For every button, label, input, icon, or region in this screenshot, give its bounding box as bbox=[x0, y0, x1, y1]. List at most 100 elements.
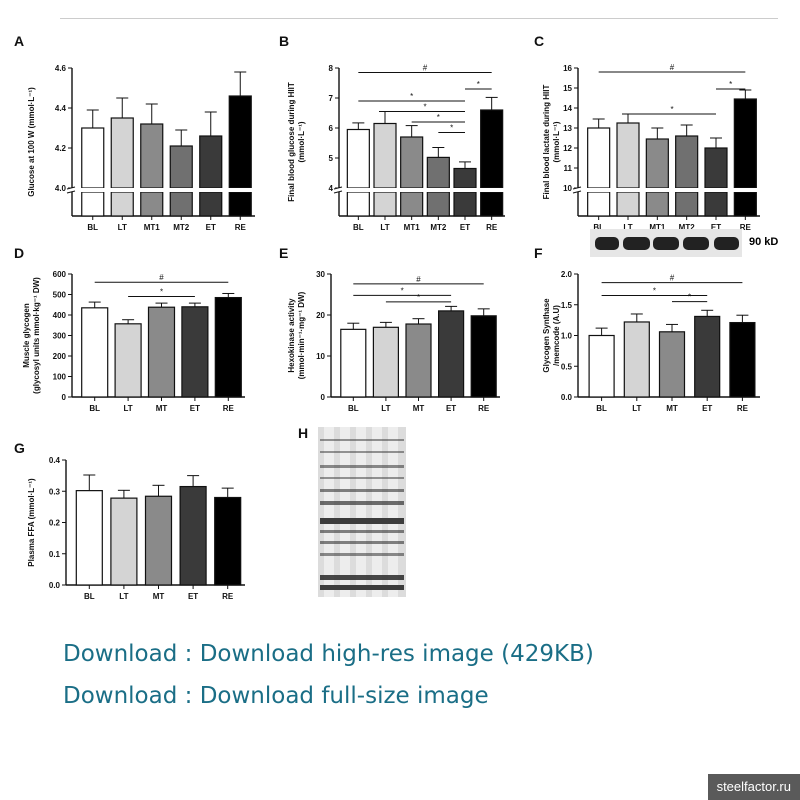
y-tick-label: 0.3 bbox=[49, 487, 61, 496]
bar-stub-re bbox=[480, 191, 504, 217]
x-tick-label: MT bbox=[156, 404, 168, 413]
bar-bl bbox=[346, 128, 370, 189]
y-tick-label: 20 bbox=[316, 311, 325, 320]
bar-mt1 bbox=[400, 136, 424, 189]
chart-panel-d: D 0 100 200 300 400 500 600 Muscle glycogen (glyc… bbox=[14, 245, 245, 413]
y-axis-title: Hexokinase activity bbox=[287, 298, 296, 373]
significance-mark: * bbox=[477, 80, 480, 89]
chart-panel-e: E 0 10 20 30 Hexokinase activity (mmol·min⁻¹·m… bbox=[279, 245, 500, 413]
bar-et bbox=[694, 315, 721, 398]
y-tick-label: 30 bbox=[316, 270, 325, 279]
bar-lt bbox=[110, 497, 138, 586]
x-tick-label: RE bbox=[223, 404, 235, 413]
y-tick-label: 8 bbox=[329, 64, 334, 73]
bar-stub-bl bbox=[81, 191, 105, 217]
axis-break-gap bbox=[66, 188, 257, 192]
bar-lt bbox=[114, 323, 142, 398]
y-tick-label: 13 bbox=[563, 124, 572, 133]
x-tick-label: ET bbox=[460, 223, 470, 232]
bar-stub-mt1 bbox=[645, 191, 669, 217]
protein-gel-image bbox=[318, 427, 406, 597]
panel-label-h: H bbox=[298, 425, 308, 441]
bar-et bbox=[179, 485, 207, 586]
bar-stub-re bbox=[733, 191, 757, 217]
x-tick-label: RE bbox=[737, 404, 749, 413]
y-axis-title: Final blood glucose during HIIT bbox=[287, 82, 296, 202]
x-tick-label: LT bbox=[381, 404, 390, 413]
x-tick-label: MT bbox=[413, 404, 425, 413]
x-tick-label: ET bbox=[188, 592, 198, 601]
significance-mark: * bbox=[688, 293, 691, 302]
x-tick-label: MT1 bbox=[144, 223, 161, 232]
y-axis-title: Plasma FFA (mmol·L⁻¹) bbox=[27, 478, 36, 567]
bar-stub-lt bbox=[110, 191, 134, 217]
y-tick-label: 0.2 bbox=[49, 519, 61, 528]
y-tick-label: 5 bbox=[329, 154, 334, 163]
y-axis-title: /memcode (A.U) bbox=[552, 305, 561, 366]
y-tick-label: 0 bbox=[321, 393, 326, 402]
bar-stub-et bbox=[453, 191, 477, 217]
bar-bl bbox=[340, 328, 367, 398]
download-full-size-link[interactable]: Download : Download full-size image bbox=[63, 683, 489, 709]
panel-label-b: B bbox=[279, 33, 289, 49]
western-blot-strip bbox=[590, 229, 742, 257]
significance-mark: * bbox=[410, 92, 413, 101]
y-tick-label: 4 bbox=[329, 184, 334, 193]
bar-et bbox=[704, 147, 728, 189]
y-tick-label: 600 bbox=[53, 270, 67, 279]
x-tick-label: ET bbox=[711, 223, 721, 232]
x-tick-label: BL bbox=[353, 223, 364, 232]
bar-re bbox=[214, 496, 242, 586]
x-tick-label: RE bbox=[222, 592, 234, 601]
download-high-res-link[interactable]: Download : Download high-res image (429K… bbox=[63, 641, 594, 667]
bar-bl bbox=[588, 334, 615, 398]
significance-mark: # bbox=[416, 275, 421, 284]
y-tick-label: 4.4 bbox=[55, 104, 67, 113]
bar-stub-bl bbox=[346, 191, 370, 217]
y-axis-title: (mmol·L⁻¹) bbox=[297, 121, 306, 162]
y-tick-label: 15 bbox=[563, 84, 572, 93]
x-tick-label: LT bbox=[124, 404, 133, 413]
bar-bl bbox=[81, 307, 109, 398]
bar-stub-mt2 bbox=[426, 191, 450, 217]
bar-stub-et bbox=[704, 191, 728, 217]
x-tick-label: ET bbox=[446, 404, 456, 413]
y-tick-label: 2.0 bbox=[561, 270, 573, 279]
y-axis-title: (mmol·min⁻¹·mg⁻¹ DW) bbox=[297, 291, 306, 379]
chart-panel-f: F 0.0 0.5 1.0 1.5 2.0 Glycogen Synthase/memcod… bbox=[534, 245, 760, 413]
significance-mark: * bbox=[450, 124, 453, 133]
bar-lt bbox=[110, 117, 134, 189]
x-tick-label: BL bbox=[593, 223, 604, 232]
significance-mark: * bbox=[653, 287, 656, 296]
y-tick-label: 14 bbox=[563, 104, 572, 113]
blot-size-label: 90 kD bbox=[749, 236, 779, 248]
y-tick-label: 0.0 bbox=[561, 393, 573, 402]
chart-panel-g: G 0.0 0.1 0.2 0.3 0.4 Plasma FFA (mmol·L⁻¹) BL L… bbox=[14, 440, 245, 601]
significance-mark: * bbox=[670, 105, 673, 114]
bar-mt bbox=[658, 331, 686, 398]
bar-stub-re bbox=[228, 191, 252, 217]
significance-mark: # bbox=[423, 64, 428, 73]
bar-stub-mt2 bbox=[675, 191, 699, 217]
x-tick-label: MT2 bbox=[173, 223, 190, 232]
x-tick-label: LT bbox=[380, 223, 389, 232]
y-tick-label: 4.6 bbox=[55, 64, 67, 73]
bar-stub-et bbox=[199, 191, 223, 217]
bar-re bbox=[470, 315, 497, 398]
x-tick-label: RE bbox=[235, 223, 247, 232]
x-tick-label: ET bbox=[702, 404, 712, 413]
x-tick-label: LT bbox=[119, 592, 128, 601]
bar-mt1 bbox=[140, 123, 164, 189]
y-tick-label: 1.5 bbox=[561, 301, 573, 310]
x-tick-label: MT2 bbox=[430, 223, 447, 232]
bar-stub-lt bbox=[616, 191, 640, 217]
y-tick-label: 400 bbox=[53, 311, 67, 320]
bar-mt2 bbox=[169, 145, 193, 189]
x-tick-label: BL bbox=[87, 223, 98, 232]
y-tick-label: 4.2 bbox=[55, 144, 67, 153]
significance-mark: # bbox=[159, 273, 164, 282]
y-tick-label: 10 bbox=[563, 184, 572, 193]
x-tick-label: BL bbox=[348, 404, 359, 413]
bar-et bbox=[453, 167, 477, 189]
y-tick-label: 300 bbox=[53, 332, 67, 341]
